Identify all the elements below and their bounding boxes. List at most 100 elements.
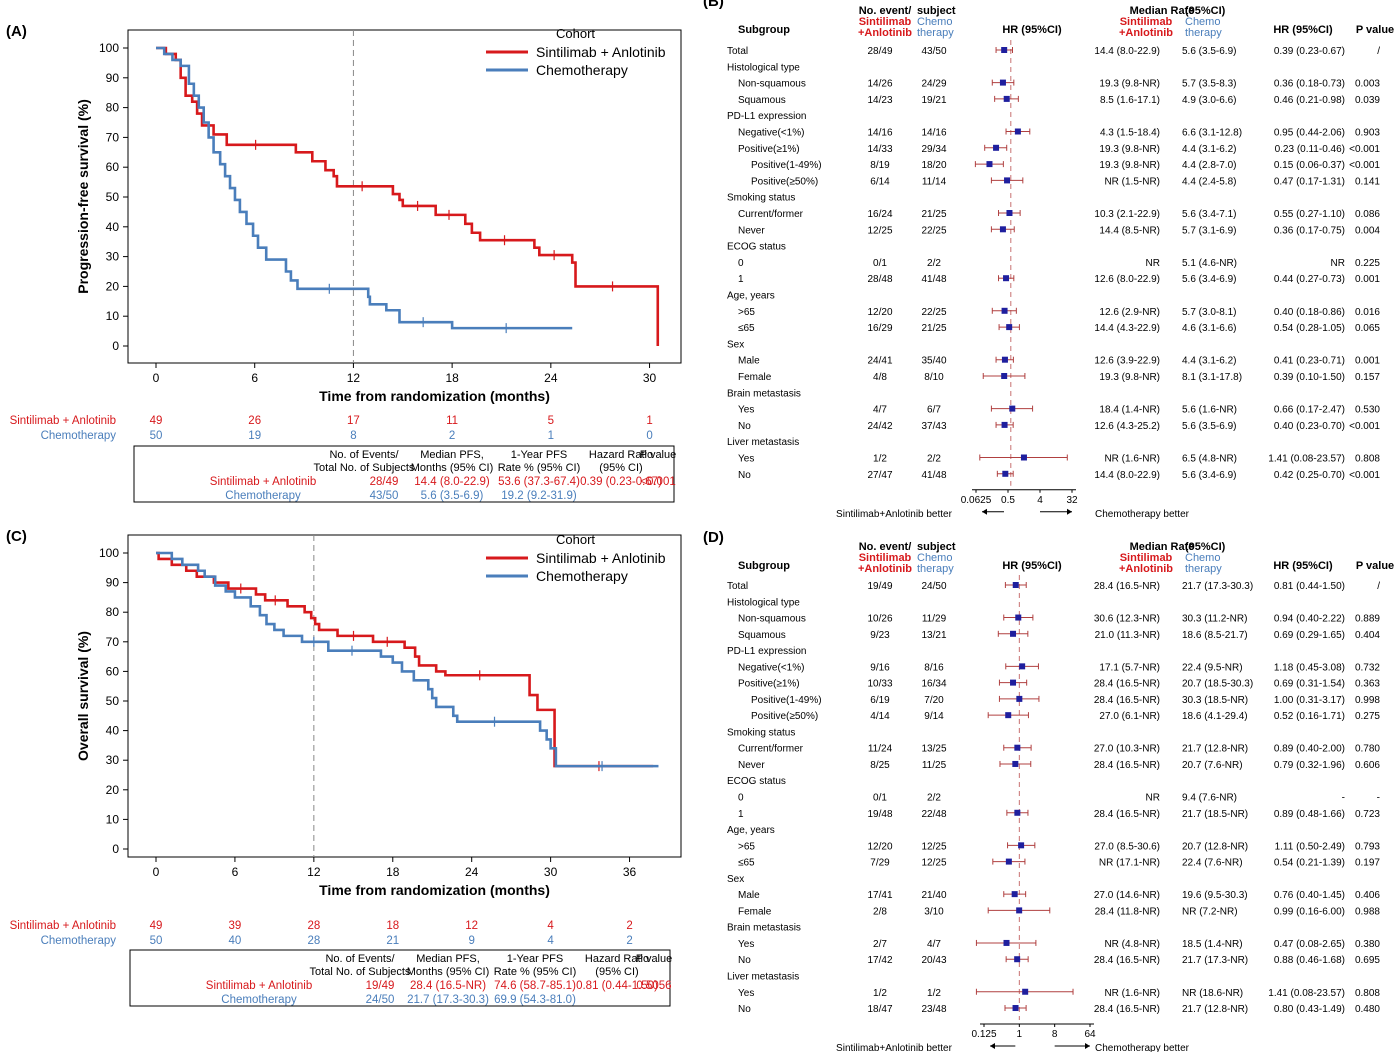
- y-tick-label: 80: [106, 101, 120, 115]
- forest-cell: 4.6 (3.1-6.6): [1182, 323, 1236, 334]
- panel-tag: (D): [703, 529, 724, 546]
- forest-cell: 5.1 (4.6-NR): [1182, 258, 1237, 269]
- forest-row-label: Liver metastasis: [727, 437, 799, 448]
- hr-point: [1014, 128, 1021, 135]
- table-cell: 0.39 (0.23-0.67): [580, 476, 662, 488]
- forest-cell: 13/25: [921, 744, 946, 755]
- forest-cell: 0.80 (0.43-1.49): [1274, 1004, 1345, 1015]
- forest-cell: 19.3 (9.8-NR): [1099, 144, 1160, 155]
- forest-cell: 12.6 (4.3-25.2): [1094, 421, 1160, 432]
- risk-label-chemo: Chemotherapy: [41, 430, 117, 442]
- forest-cell: 12/20: [867, 841, 892, 852]
- forest-cell: 0.003: [1355, 79, 1380, 90]
- hr-point: [1011, 891, 1018, 898]
- forest-row-label: PD-L1 expression: [727, 111, 806, 122]
- forest-header-p: P value: [1356, 24, 1394, 36]
- y-tick-label: 30: [106, 250, 120, 264]
- forest-cell: 2/2: [927, 793, 941, 804]
- forest-cell: 41/48: [921, 274, 946, 285]
- risk-count: 5: [548, 415, 554, 427]
- x-tick-label: 6: [251, 371, 258, 385]
- risk-count: 19: [248, 430, 261, 442]
- forest-cell: 5.7 (3.1-6.9): [1182, 225, 1236, 236]
- x-tick-label: 36: [623, 865, 637, 879]
- forest-row-label: Brain metastasis: [727, 923, 801, 934]
- forest-cell: 18.5 (1.4-NR): [1182, 939, 1243, 950]
- forest-row-label: Sex: [727, 874, 744, 885]
- forest-row-label: ECOG status: [727, 776, 786, 787]
- forest-cell: 28/49: [867, 46, 892, 57]
- forest-cell: 4.9 (3.0-6.6): [1182, 95, 1236, 106]
- forest-header-ci: Chemo: [1185, 16, 1220, 28]
- x-tick-label: 30: [643, 371, 657, 385]
- hr-point: [1001, 421, 1008, 428]
- y-tick-label: 0: [112, 842, 119, 856]
- forest-cell: 22/48: [921, 809, 946, 820]
- forest-row-label: Age, years: [727, 825, 775, 836]
- forest-cell: 14.4 (8.0-22.9): [1094, 46, 1160, 57]
- hr-point: [1020, 454, 1027, 461]
- legend-entry: Sintilimab + Anlotinib: [536, 44, 666, 60]
- forest-row-label: Liver metastasis: [727, 971, 799, 982]
- forest-cell: 24/41: [867, 356, 892, 367]
- risk-count: 4: [547, 935, 554, 947]
- risk-count: 8: [350, 430, 356, 442]
- x-tick-label: 24: [544, 371, 558, 385]
- forest-cell: 11/29: [922, 614, 947, 625]
- forest-cell: 13/21: [921, 630, 946, 641]
- hr-point: [1010, 679, 1017, 686]
- forest-cell: 8/19: [870, 160, 890, 171]
- y-tick-label: 30: [106, 753, 120, 767]
- forest-cell: 14.4 (4.3-22.9): [1094, 323, 1160, 334]
- forest-cell: 1.18 (0.45-3.08): [1274, 662, 1345, 673]
- y-tick-label: 80: [106, 605, 120, 619]
- forest-row-label: Brain metastasis: [727, 388, 801, 399]
- forest-row-label: ≤65: [738, 858, 755, 869]
- forest-cell: 17.1 (5.7-NR): [1099, 662, 1160, 673]
- forest-cell: 11/25: [922, 760, 947, 771]
- forest-cell: 19.3 (9.8-NR): [1099, 160, 1160, 171]
- forest-row-label: Yes: [738, 988, 754, 999]
- forest-header-subject: subject: [917, 5, 956, 17]
- hr-point: [1005, 858, 1012, 865]
- table-header: Total No. of Subjects: [314, 462, 415, 474]
- forest-cell: 22.4 (7.6-NR): [1182, 858, 1243, 869]
- table-header: Months (95% CI): [411, 462, 494, 474]
- forest-cell: 12.6 (8.0-22.9): [1094, 274, 1160, 285]
- hr-point: [1015, 614, 1022, 621]
- forest-cell: NR (7.2-NR): [1182, 906, 1238, 917]
- forest-header-median: Sintilimab: [1120, 552, 1173, 564]
- forest-row-label: Positive(≥50%): [751, 176, 818, 187]
- forest-cell: 28.4 (16.5-NR): [1094, 1004, 1160, 1015]
- forest-cell: 5.6 (1.6-NR): [1182, 405, 1237, 416]
- forest-cell: 19/48: [867, 809, 892, 820]
- forest-cell: 21.7 (17.3-30.3): [1182, 581, 1253, 592]
- forest-row-label: Current/former: [738, 209, 804, 220]
- forest-cell: 8.5 (1.6-17.1): [1100, 95, 1160, 106]
- forest-cell: 18/20: [921, 160, 946, 171]
- forest-cell: 37/43: [921, 421, 946, 432]
- risk-count: 28: [307, 935, 320, 947]
- forest-header-event: No. event/: [859, 541, 912, 553]
- forest-cell: 14/16: [921, 128, 946, 139]
- forest-cell: 21/25: [921, 209, 946, 220]
- hr-point: [1014, 744, 1021, 751]
- x-tick-label: 0: [153, 371, 160, 385]
- forest-cell: 5.6 (3.5-6.9): [1182, 421, 1236, 432]
- table-header: P value: [636, 953, 673, 965]
- forest-cell: 0.76 (0.40-1.45): [1274, 890, 1345, 901]
- risk-count: 0: [646, 430, 652, 442]
- forest-cell: 8.1 (3.1-17.8): [1182, 372, 1242, 383]
- forest-cell: 2/7: [873, 939, 887, 950]
- hr-point: [1002, 470, 1009, 477]
- hr-point: [1003, 939, 1010, 946]
- table-cell: 28.4 (16.5-NR): [410, 980, 486, 992]
- forest-cell: 0.480: [1355, 1004, 1380, 1015]
- risk-label-sa: Sintilimab + Anlotinib: [10, 920, 116, 932]
- forest-cell: 4.3 (1.5-18.4): [1100, 128, 1160, 139]
- table-header: No. of Events/: [329, 449, 399, 461]
- plot-frame: [127, 534, 682, 858]
- risk-count: 49: [150, 415, 163, 427]
